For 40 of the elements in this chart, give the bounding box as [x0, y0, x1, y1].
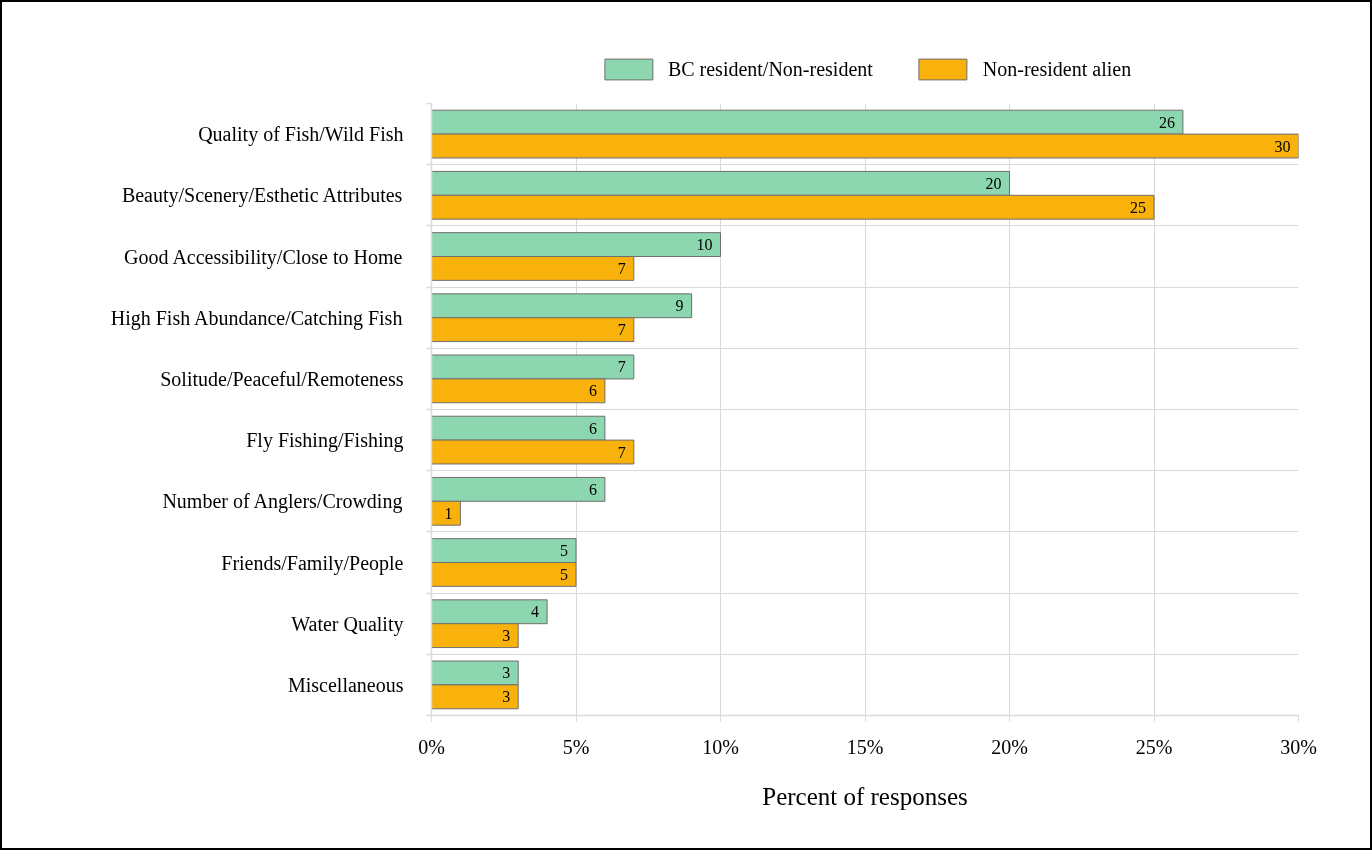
data-label: 7 [617, 259, 626, 277]
x-axis-title: Percent of responses [762, 782, 968, 810]
y-tick-label: Water Quality [291, 612, 404, 636]
x-tick-label: 10% [702, 735, 739, 758]
x-tick-label: 0% [418, 735, 445, 758]
data-label: 7 [617, 443, 626, 461]
y-tick-label: Number of Anglers/Crowding [162, 490, 403, 514]
y-tick-label: Fly Fishing/Fishing [246, 429, 404, 453]
data-label: 1 [444, 504, 453, 522]
data-label: 9 [675, 297, 684, 315]
data-label: 25 [1130, 198, 1146, 216]
x-tick-label: 15% [846, 735, 884, 758]
y-tick-label: Quality of Fish/Wild Fish [198, 123, 404, 147]
y-tick-label: Good Accessibility/Close to Home [124, 245, 403, 269]
data-label: 3 [502, 688, 511, 706]
data-label: 20 [985, 174, 1002, 192]
y-tick-label: Beauty/Scenery/Esthetic Attributes [121, 184, 403, 208]
data-label: 3 [502, 627, 511, 645]
data-label: 6 [588, 419, 597, 437]
data-label: 10 [696, 236, 713, 254]
x-tick-label: 25% [1135, 735, 1173, 758]
data-label: 7 [617, 358, 626, 376]
data-label: 3 [502, 664, 511, 682]
y-tick-label: Solitude/Peaceful/Remoteness [160, 367, 404, 390]
data-label: 6 [588, 480, 597, 498]
y-tick-label: Miscellaneous [287, 673, 404, 696]
y-tick-label: Friends/Family/People [221, 551, 404, 575]
data-label: 5 [560, 542, 568, 560]
data-label: 6 [588, 382, 597, 400]
data-label: 7 [617, 321, 626, 339]
data-label: 4 [531, 603, 540, 621]
legend-label: BC resident/Non-resident [667, 57, 873, 81]
x-tick-label: 20% [991, 735, 1028, 758]
legend-label: Non-resident alien [982, 57, 1132, 81]
x-tick-label: 5% [562, 735, 590, 758]
data-label: 26 [1158, 113, 1175, 131]
x-tick-label: 30% [1280, 735, 1317, 758]
data-label: 30 [1274, 137, 1291, 155]
data-label: 5 [560, 565, 568, 583]
y-tick-label: High Fish Abundance/Catching Fish [110, 306, 403, 330]
